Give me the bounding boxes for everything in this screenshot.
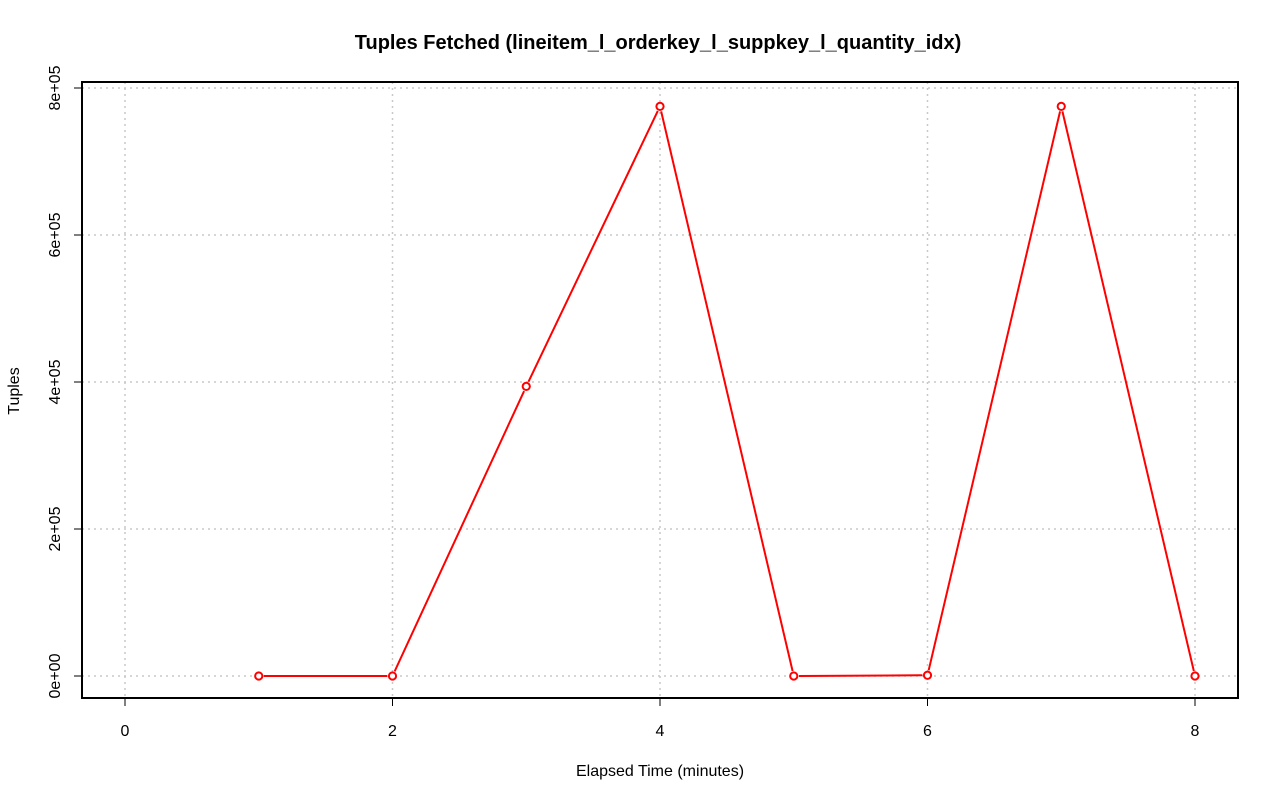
y-tick-label: 6e+05 xyxy=(47,212,64,257)
series-line-segment xyxy=(798,674,923,677)
x-axis: 0 2 4 6 8 xyxy=(121,698,1200,740)
y-tick-label: 2e+05 xyxy=(47,506,64,551)
y-tick-label: 4e+05 xyxy=(47,359,64,404)
x-tick-label: 4 xyxy=(656,723,665,740)
x-axis-label: Elapsed Time (minutes) xyxy=(576,763,744,780)
plot-frame xyxy=(81,81,1239,699)
series-line-segment xyxy=(660,111,794,672)
data-point xyxy=(1190,671,1200,681)
y-tick-label: 0e+00 xyxy=(47,653,64,698)
x-tick-label: 0 xyxy=(121,723,130,740)
y-tick-label: 8e+05 xyxy=(47,65,64,110)
data-point xyxy=(655,101,665,111)
series-line-segment xyxy=(1061,111,1195,672)
series-line-segment xyxy=(527,110,659,383)
x-tick-label: 6 xyxy=(923,723,932,740)
data-point xyxy=(387,671,398,681)
data-point xyxy=(922,670,933,680)
data-point xyxy=(1056,101,1066,111)
data-point xyxy=(254,671,264,681)
series-line-segment xyxy=(393,390,526,672)
data-point xyxy=(789,671,799,681)
y-axis: 0e+00 2e+05 4e+05 6e+05 8e+05 xyxy=(47,65,82,698)
data-point xyxy=(521,381,531,392)
x-tick-label: 8 xyxy=(1191,723,1200,740)
chart-title: Tuples Fetched (lineitem_l_orderkey_l_su… xyxy=(355,32,962,54)
series-line-segment xyxy=(927,111,1062,671)
grid xyxy=(82,82,1238,698)
y-axis-label: Tuples xyxy=(6,367,23,414)
x-tick-label: 2 xyxy=(388,723,397,740)
series-layer xyxy=(254,101,1200,681)
